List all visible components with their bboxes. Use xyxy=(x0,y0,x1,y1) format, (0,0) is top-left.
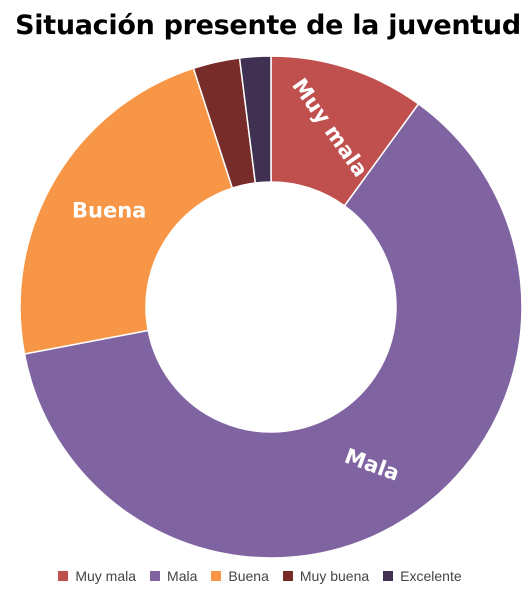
legend-item-buena: Buena xyxy=(211,568,269,584)
legend-swatch xyxy=(58,571,69,581)
legend-swatch xyxy=(383,571,394,581)
data-label-buena: Buena xyxy=(72,198,146,222)
legend-item-muy-mala: Muy mala xyxy=(58,568,136,584)
legend-swatch xyxy=(282,571,293,581)
legend-item-excelente: Excelente xyxy=(383,568,462,584)
slice-mala xyxy=(23,102,522,559)
legend-label: Muy mala xyxy=(75,568,137,584)
slice-excelente xyxy=(238,55,272,184)
chart-title: Situación presente de la juventud xyxy=(15,10,521,41)
legend-label: Buena xyxy=(228,568,269,584)
legend-label: Mala xyxy=(167,568,198,584)
legend-swatch xyxy=(211,571,222,581)
legend-label: Muy buena xyxy=(299,568,370,584)
legend-item-muy-buena: Muy buena xyxy=(282,568,370,584)
legend-item-mala: Mala xyxy=(150,568,197,584)
legend-swatch xyxy=(150,571,161,581)
legend: Muy mala Mala Buena Muy buena Excelente xyxy=(0,568,522,584)
legend-label: Excelente xyxy=(400,568,462,584)
slice-buena xyxy=(19,67,234,355)
